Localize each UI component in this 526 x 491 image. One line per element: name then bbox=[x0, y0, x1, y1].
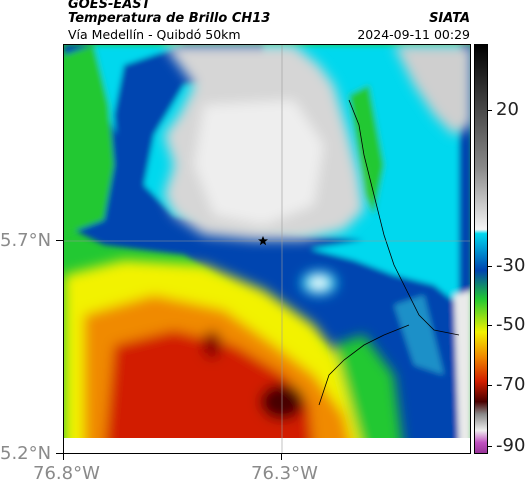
title-line-1: GOES-EAST bbox=[68, 0, 151, 12]
subtitle: Vía Medellín - Quibdó 50km bbox=[68, 27, 241, 42]
colorbar-tick bbox=[487, 446, 492, 447]
department-boundary-south bbox=[318, 324, 410, 406]
colorbar bbox=[474, 44, 488, 454]
colorbar-label: -30 bbox=[496, 255, 526, 276]
colorbar-tick bbox=[487, 266, 492, 267]
lat-tick bbox=[56, 453, 63, 454]
lon-label: 76.8°W bbox=[33, 463, 100, 484]
colorbar-tick bbox=[487, 325, 492, 326]
lon-tick bbox=[63, 454, 64, 460]
colorbar-label: -90 bbox=[496, 435, 526, 456]
map-nodata-strip bbox=[64, 438, 470, 453]
lat-tick bbox=[56, 240, 63, 241]
colorbar-tick bbox=[487, 385, 492, 386]
map-panel bbox=[63, 44, 471, 454]
colorbar-label: -70 bbox=[496, 374, 526, 395]
lon-tick bbox=[281, 454, 282, 460]
lat-label: 5.2°N bbox=[0, 443, 52, 464]
title-line-2: Temperatura de Brillo CH13 bbox=[68, 11, 271, 26]
colorbar-label: 20 bbox=[496, 99, 519, 120]
brightness-temperature-map bbox=[64, 45, 470, 453]
colorbar-label: -50 bbox=[496, 314, 526, 335]
department-boundary bbox=[348, 99, 460, 336]
lon-label: 76.3°W bbox=[251, 463, 318, 484]
organization-label: SIATA bbox=[429, 11, 470, 26]
lat-label: 5.7°N bbox=[0, 230, 52, 251]
star-icon bbox=[258, 236, 268, 246]
colorbar-tick bbox=[487, 110, 492, 111]
timestamp: 2024-09-11 00:29 bbox=[357, 27, 470, 42]
